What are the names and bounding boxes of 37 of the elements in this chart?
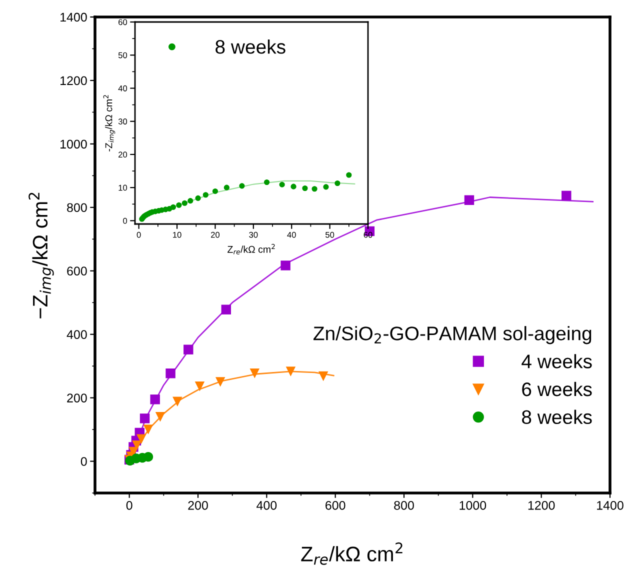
- x-tick-label: 600: [326, 500, 346, 510]
- y-axis-title: -Z$_{img}$/kΩ cm$^{2}$: [103, 95, 116, 152]
- legend-title: Zn/SiO$_{2}$-GO-PAMAM sol-ageing: [314, 326, 592, 344]
- y-tick-label: 30: [118, 118, 128, 124]
- x-axis-title: Z$_{re}$/kΩ cm$^{2}$: [301, 542, 402, 565]
- legend-label: 4 weeks: [522, 354, 592, 368]
- x-tick-label: 40: [287, 232, 296, 238]
- y-tick-label: 600: [67, 266, 87, 276]
- y-tick-label: 1400: [60, 12, 87, 22]
- y-tick-label: 400: [66, 330, 87, 339]
- y-tick-label: 50: [118, 52, 128, 58]
- y-tick-label: 1200: [60, 76, 87, 86]
- y-axis-title: −Z$_{img}$/kΩ cm$^{2}$: [28, 192, 54, 318]
- y-tick-label: 10: [118, 184, 128, 191]
- x-tick-label: 800: [394, 500, 414, 510]
- y-tick-label: 60: [118, 19, 128, 26]
- x-tick-label: 50: [326, 232, 334, 238]
- x-axis-title: Z$_{re}$/kΩ cm$^{2}$: [228, 244, 275, 254]
- legend-label: 8 weeks: [522, 410, 592, 424]
- x-tick-label: 10: [173, 232, 182, 238]
- legend-label: 8 weeks: [216, 40, 286, 54]
- x-tick-label: 30: [249, 232, 258, 238]
- y-tick-label: 800: [67, 203, 87, 212]
- y-tick-label: 0: [80, 457, 87, 466]
- legend-label: 6 weeks: [522, 382, 592, 396]
- y-tick-label: 200: [67, 394, 87, 402]
- y-tick-label: 40: [118, 85, 128, 92]
- x-tick-label: 1200: [528, 500, 555, 510]
- x-tick-label: 0: [136, 232, 141, 238]
- y-tick-label: 20: [118, 152, 128, 158]
- x-tick-label: 1400: [597, 500, 624, 510]
- y-tick-label: 0: [123, 218, 128, 224]
- x-tick-label: 400: [256, 500, 277, 510]
- x-tick-label: 1000: [460, 500, 486, 510]
- y-tick-label: 1000: [60, 140, 87, 149]
- x-tick-label: 200: [188, 500, 208, 510]
- x-tick-label: 20: [211, 232, 220, 238]
